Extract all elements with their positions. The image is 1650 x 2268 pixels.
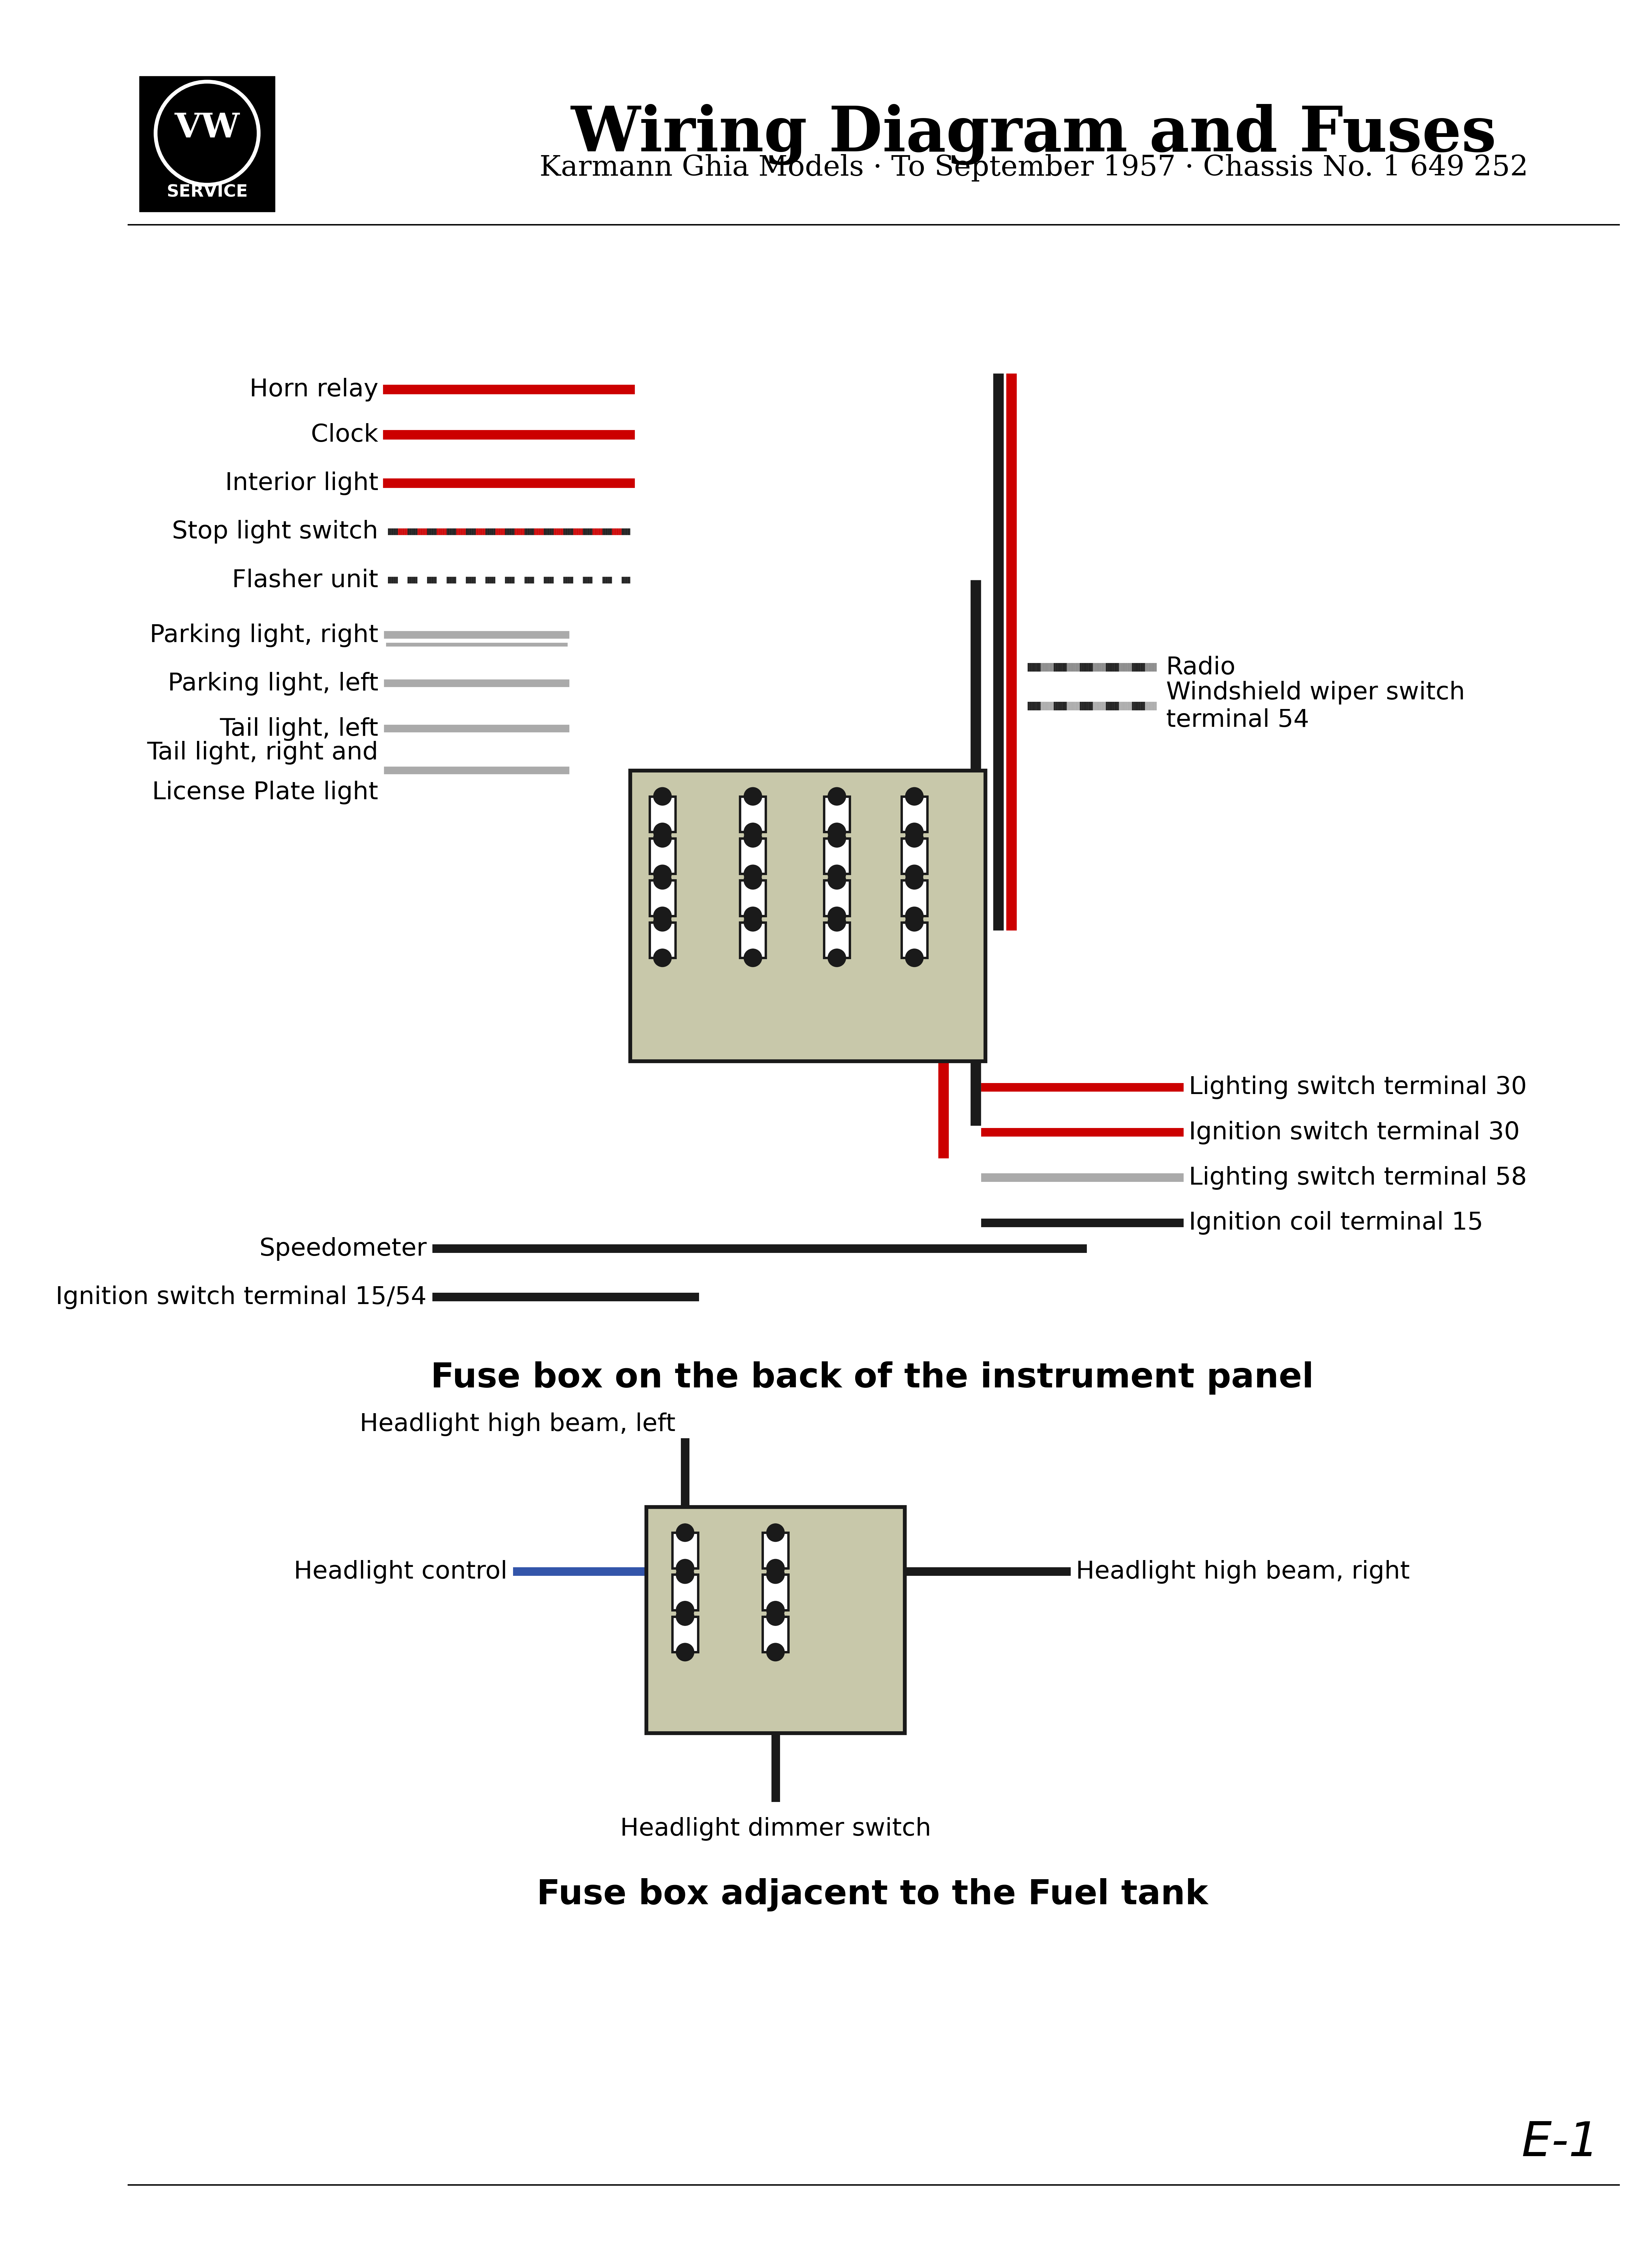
- Circle shape: [906, 914, 924, 932]
- Circle shape: [653, 830, 672, 848]
- Bar: [823, 839, 850, 873]
- Circle shape: [906, 830, 924, 848]
- Circle shape: [828, 823, 846, 841]
- Bar: [139, 77, 276, 213]
- Text: Tail light, right and: Tail light, right and: [147, 742, 378, 764]
- Text: Stop light switch: Stop light switch: [172, 519, 378, 544]
- Bar: [901, 880, 927, 916]
- Text: Wiring Diagram and Fuses: Wiring Diagram and Fuses: [571, 104, 1497, 166]
- Circle shape: [676, 1524, 695, 1542]
- Bar: [739, 839, 766, 873]
- Text: SERVICE: SERVICE: [167, 184, 247, 200]
- Circle shape: [744, 787, 762, 805]
- Bar: [650, 839, 675, 873]
- Circle shape: [767, 1565, 784, 1583]
- Text: Headlight dimmer switch: Headlight dimmer switch: [620, 1817, 931, 1842]
- Circle shape: [653, 787, 672, 805]
- Circle shape: [744, 907, 762, 925]
- Bar: [901, 839, 927, 873]
- Text: Flasher unit: Flasher unit: [233, 569, 378, 592]
- Circle shape: [906, 907, 924, 925]
- Bar: [672, 1617, 698, 1651]
- Text: VW: VW: [175, 111, 239, 145]
- Text: Interior light: Interior light: [224, 472, 378, 494]
- Text: Ignition switch terminal 30: Ignition switch terminal 30: [1190, 1120, 1520, 1145]
- Text: Clock: Clock: [310, 424, 378, 447]
- Text: Radio: Radio: [1167, 655, 1236, 680]
- Circle shape: [767, 1601, 784, 1619]
- Circle shape: [828, 787, 846, 805]
- Circle shape: [828, 948, 846, 966]
- Bar: [901, 796, 927, 832]
- Circle shape: [767, 1524, 784, 1542]
- Bar: [630, 771, 985, 1061]
- Circle shape: [653, 823, 672, 841]
- Text: Speedometer: Speedometer: [259, 1236, 427, 1261]
- Text: Headlight control: Headlight control: [294, 1560, 508, 1583]
- Bar: [650, 923, 675, 957]
- Circle shape: [653, 948, 672, 966]
- Text: Parking light, right: Parking light, right: [150, 624, 378, 646]
- Circle shape: [906, 787, 924, 805]
- Bar: [762, 1574, 789, 1610]
- Circle shape: [906, 864, 924, 882]
- Circle shape: [676, 1565, 695, 1583]
- Text: Lighting switch terminal 58: Lighting switch terminal 58: [1190, 1166, 1526, 1188]
- Text: Windshield wiper switch
terminal 54: Windshield wiper switch terminal 54: [1167, 680, 1465, 733]
- Circle shape: [828, 914, 846, 932]
- Circle shape: [744, 864, 762, 882]
- Circle shape: [744, 823, 762, 841]
- Text: E-1: E-1: [1521, 2118, 1599, 2166]
- Text: Lighting switch terminal 30: Lighting switch terminal 30: [1190, 1075, 1526, 1100]
- Circle shape: [653, 864, 672, 882]
- Bar: [823, 796, 850, 832]
- Circle shape: [906, 948, 924, 966]
- Bar: [901, 923, 927, 957]
- Circle shape: [828, 864, 846, 882]
- Bar: [762, 1617, 789, 1651]
- Text: Ignition switch terminal 15/54: Ignition switch terminal 15/54: [56, 1286, 427, 1309]
- Bar: [672, 1574, 698, 1610]
- Circle shape: [676, 1608, 695, 1626]
- Bar: [823, 923, 850, 957]
- Text: Headlight high beam, left: Headlight high beam, left: [360, 1413, 675, 1436]
- Circle shape: [676, 1601, 695, 1619]
- Circle shape: [906, 871, 924, 889]
- Bar: [739, 880, 766, 916]
- Circle shape: [653, 907, 672, 925]
- Text: Karmann Ghia Models · To September 1957 · Chassis No. 1 649 252: Karmann Ghia Models · To September 1957 …: [540, 154, 1528, 181]
- Text: Ignition coil terminal 15: Ignition coil terminal 15: [1190, 1211, 1483, 1234]
- Circle shape: [744, 871, 762, 889]
- Circle shape: [767, 1644, 784, 1660]
- Bar: [647, 1506, 904, 1733]
- Circle shape: [155, 82, 259, 186]
- Text: Horn relay: Horn relay: [249, 379, 378, 401]
- Circle shape: [767, 1558, 784, 1576]
- Circle shape: [828, 907, 846, 925]
- Circle shape: [828, 830, 846, 848]
- Bar: [823, 880, 850, 916]
- Bar: [650, 796, 675, 832]
- Text: Fuse box on the back of the instrument panel: Fuse box on the back of the instrument p…: [431, 1361, 1313, 1395]
- Circle shape: [744, 830, 762, 848]
- Bar: [739, 923, 766, 957]
- Bar: [672, 1533, 698, 1567]
- Circle shape: [906, 823, 924, 841]
- Circle shape: [828, 871, 846, 889]
- Bar: [739, 796, 766, 832]
- Circle shape: [744, 914, 762, 932]
- Text: Parking light, left: Parking light, left: [168, 671, 378, 696]
- Circle shape: [676, 1644, 695, 1660]
- Bar: [650, 880, 675, 916]
- Bar: [762, 1533, 789, 1567]
- Text: Fuse box adjacent to the Fuel tank: Fuse box adjacent to the Fuel tank: [536, 1878, 1208, 1912]
- Circle shape: [676, 1558, 695, 1576]
- Circle shape: [653, 914, 672, 932]
- Text: Headlight high beam, right: Headlight high beam, right: [1076, 1560, 1409, 1583]
- Circle shape: [767, 1608, 784, 1626]
- Circle shape: [744, 948, 762, 966]
- Circle shape: [653, 871, 672, 889]
- Text: Tail light, left: Tail light, left: [219, 717, 378, 742]
- Text: License Plate light: License Plate light: [152, 780, 378, 805]
